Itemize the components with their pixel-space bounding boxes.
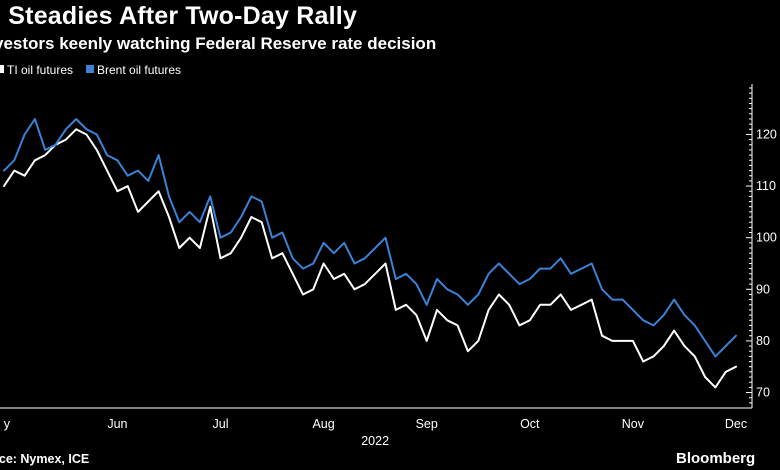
x-tick-label: y (4, 417, 11, 431)
legend: TI oil futures Brent oil futures (0, 63, 181, 77)
x-tick-label: Jun (107, 417, 127, 431)
y-tick-label: 70 (756, 386, 770, 400)
axes: 70 80 90 100 110 120 y Jun Jul Aug Sep Oct Nov Dec 202… (0, 84, 777, 448)
legend-label-brent: Brent oil futures (97, 63, 181, 77)
x-axis-year-label: 2022 (361, 434, 389, 448)
y-tick-label: 90 (756, 282, 770, 296)
y-tick-label: 100 (756, 231, 777, 245)
x-tick-label: Oct (520, 417, 540, 431)
y-tick-label: 80 (756, 334, 770, 348)
legend-swatch-brent (86, 65, 94, 73)
legend-swatch-wti (0, 65, 4, 73)
series-line-brent (3, 118, 737, 358)
chart-subtitle: vestors keenly watching Federal Reserve … (0, 34, 437, 53)
chart-title: l Steadies After Two-Day Rally (0, 2, 358, 30)
x-tick-label: Dec (725, 417, 747, 431)
series-line-wti (3, 128, 737, 389)
y-tick-label: 120 (756, 127, 777, 141)
x-tick-label: Jul (213, 417, 229, 431)
series-lines (3, 118, 737, 389)
legend-label-wti: TI oil futures (7, 63, 73, 77)
x-tick-label: Aug (312, 417, 334, 431)
x-tick-label: Sep (416, 417, 438, 431)
source-note: rce: Nymex, ICE (0, 452, 90, 466)
x-tick-label: Nov (622, 417, 645, 431)
y-tick-label: 110 (756, 179, 776, 193)
bloomberg-logo: Bloomberg (676, 450, 756, 467)
